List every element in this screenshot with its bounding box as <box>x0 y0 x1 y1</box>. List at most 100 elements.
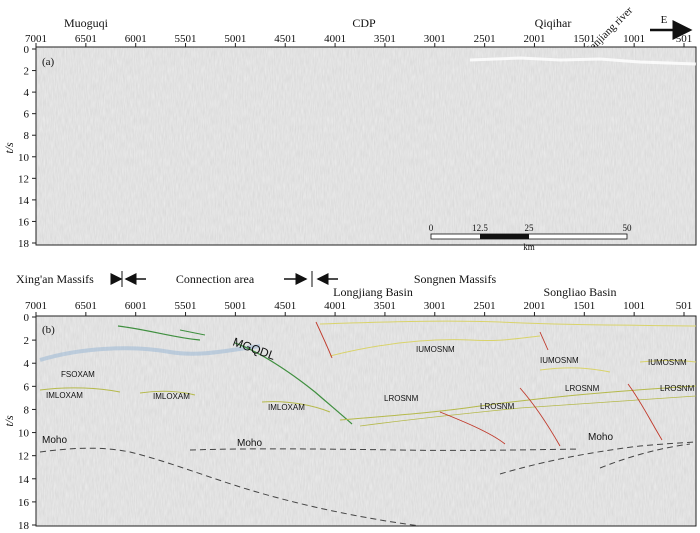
label-moho-1: Moho <box>42 435 67 446</box>
label-imloxam-1: IMLOXAM <box>46 391 83 400</box>
moho-line-east <box>499 441 697 475</box>
iumosnm-line-2 <box>539 367 611 373</box>
y-tick-label: 8 <box>24 130 30 142</box>
boundary-arrows-left <box>110 271 146 287</box>
label-lrosnm-4: LROSNM <box>660 384 695 393</box>
label-iumosnm-1: IUMOSNM <box>416 345 455 354</box>
x-tick-label: 4001 <box>324 300 346 312</box>
x-tick-label: 6001 <box>125 300 147 312</box>
y-tick-label: 10 <box>18 152 30 164</box>
x-tick-label: 5001 <box>224 300 246 312</box>
y-tick-label: 14 <box>18 474 30 486</box>
panel-b-frame <box>35 315 697 527</box>
moho-line-central <box>189 448 581 451</box>
scale-tick-0: 0 <box>429 223 434 233</box>
axis-title-cdp: CDP <box>352 16 376 30</box>
iumosnm-line-3 <box>639 360 697 363</box>
fault-red-1 <box>315 321 333 359</box>
panel-a-label: (a) <box>42 56 55 68</box>
x-tick-label: 1001 <box>623 33 645 45</box>
x-tick-label: 1501 <box>573 33 595 45</box>
boundary-arrows-right <box>284 271 338 287</box>
region-songnen-massifs: Songnen Massifs <box>414 272 497 286</box>
x-tick-label: 4001 <box>324 33 346 45</box>
upper-sediment-line-1 <box>319 320 697 327</box>
x-tick-label: 6001 <box>125 33 147 45</box>
lrosnm-reflector-2 <box>359 395 697 427</box>
mgqdl-fault-line <box>117 325 353 425</box>
x-tick-label: 2501 <box>474 300 496 312</box>
x-tick-label: 6501 <box>75 300 97 312</box>
y-tick-label: 6 <box>24 381 30 393</box>
y-tick-label: 12 <box>18 173 29 185</box>
region-xingan-massifs: Xing'an Massifs <box>16 272 94 286</box>
x-tick-label: 501 <box>676 300 693 312</box>
mgqdl-segment <box>179 329 206 336</box>
label-lrosnm-3: LROSNM <box>565 384 600 393</box>
scale-tick-12-5: 12.5 <box>472 223 488 233</box>
label-fsoxam: FSOXAM <box>61 370 95 379</box>
imloxam-reflector-1 <box>39 387 121 393</box>
label-moho-3: Moho <box>588 432 613 443</box>
label-lrosnm-1: LROSNM <box>384 394 419 403</box>
panel-a-frame <box>35 46 697 246</box>
panel-a-seismic-texture <box>36 47 696 245</box>
scale-unit: km <box>523 242 535 252</box>
location-qiqihar: Qiqihar <box>535 16 572 30</box>
panel-b-x-ticks: 7001 6501 6001 5501 5001 4501 4001 3501 3001 2501… <box>25 300 692 316</box>
panel-a-y-ticks: 0 2 4 6 8 10 12 14 16 18 <box>18 44 36 250</box>
x-tick-label: 3501 <box>374 33 396 45</box>
fault-red-2 <box>439 411 506 445</box>
panel-a-x-ticks: 7001 6501 6001 5501 5001 4501 4001 3501 3001 2501… <box>25 33 692 47</box>
x-tick-label: 2501 <box>474 33 496 45</box>
region-longjiang-basin: Longjiang Basin <box>333 285 413 299</box>
imloxam-reflector-2 <box>139 390 196 396</box>
fsoxam-reflector-band <box>39 344 261 362</box>
y-tick-label: 8 <box>24 404 30 416</box>
moho-line-west <box>39 447 421 527</box>
y-tick-label: 2 <box>24 66 30 78</box>
x-tick-label: 3001 <box>424 33 446 45</box>
fault-red-4 <box>627 383 663 441</box>
interpretation-overlay <box>39 320 697 527</box>
x-tick-label: 7001 <box>25 300 47 312</box>
x-tick-label: 1501 <box>573 300 595 312</box>
x-tick-label: 2001 <box>523 300 545 312</box>
panel-a-surface-blank <box>469 56 697 66</box>
x-tick-label: 4501 <box>274 300 296 312</box>
y-tick-label: 12 <box>18 451 29 463</box>
y-tick-label: 6 <box>24 109 30 121</box>
region-songliao-basin: Songliao Basin <box>543 285 616 299</box>
y-tick-label: 4 <box>24 87 30 99</box>
label-iumosnm-3: IUMOSNM <box>648 358 687 367</box>
region-connection-area: Connection area <box>176 272 255 286</box>
scale-tick-50: 50 <box>623 223 633 233</box>
y-tick-label: 0 <box>24 312 30 324</box>
fault-red-5 <box>539 331 549 351</box>
label-iumosnm-2: IUMOSNM <box>540 356 579 365</box>
scale-tick-25: 25 <box>525 223 535 233</box>
x-tick-label: 5501 <box>175 300 197 312</box>
x-tick-label: 4501 <box>274 33 296 45</box>
y-tick-label: 14 <box>18 195 30 207</box>
x-tick-label: 1001 <box>623 300 645 312</box>
y-tick-label: 4 <box>24 358 30 370</box>
x-tick-label: 2001 <box>523 33 545 45</box>
y-tick-label: 0 <box>24 44 30 56</box>
y-tick-label: 16 <box>18 497 30 509</box>
y-tick-label: 10 <box>18 428 30 440</box>
scale-bar: 0 12.5 25 50 km <box>429 223 632 252</box>
y-tick-label: 16 <box>18 216 30 228</box>
label-moho-2: Moho <box>237 438 262 449</box>
label-imloxam-2: IMLOXAM <box>153 392 190 401</box>
lrosnm-reflector-1 <box>339 385 697 421</box>
fault-red-3 <box>519 387 561 447</box>
y-tick-label: 18 <box>18 238 30 250</box>
x-tick-label: 5501 <box>175 33 197 45</box>
panel-b-label: (b) <box>42 324 55 336</box>
x-tick-label: 5001 <box>224 33 246 45</box>
x-tick-label: 3001 <box>424 300 446 312</box>
label-lrosnm-2: LROSNM <box>480 402 515 411</box>
panel-b-y-ticks: 0 2 4 6 8 10 12 14 16 18 <box>18 312 36 532</box>
